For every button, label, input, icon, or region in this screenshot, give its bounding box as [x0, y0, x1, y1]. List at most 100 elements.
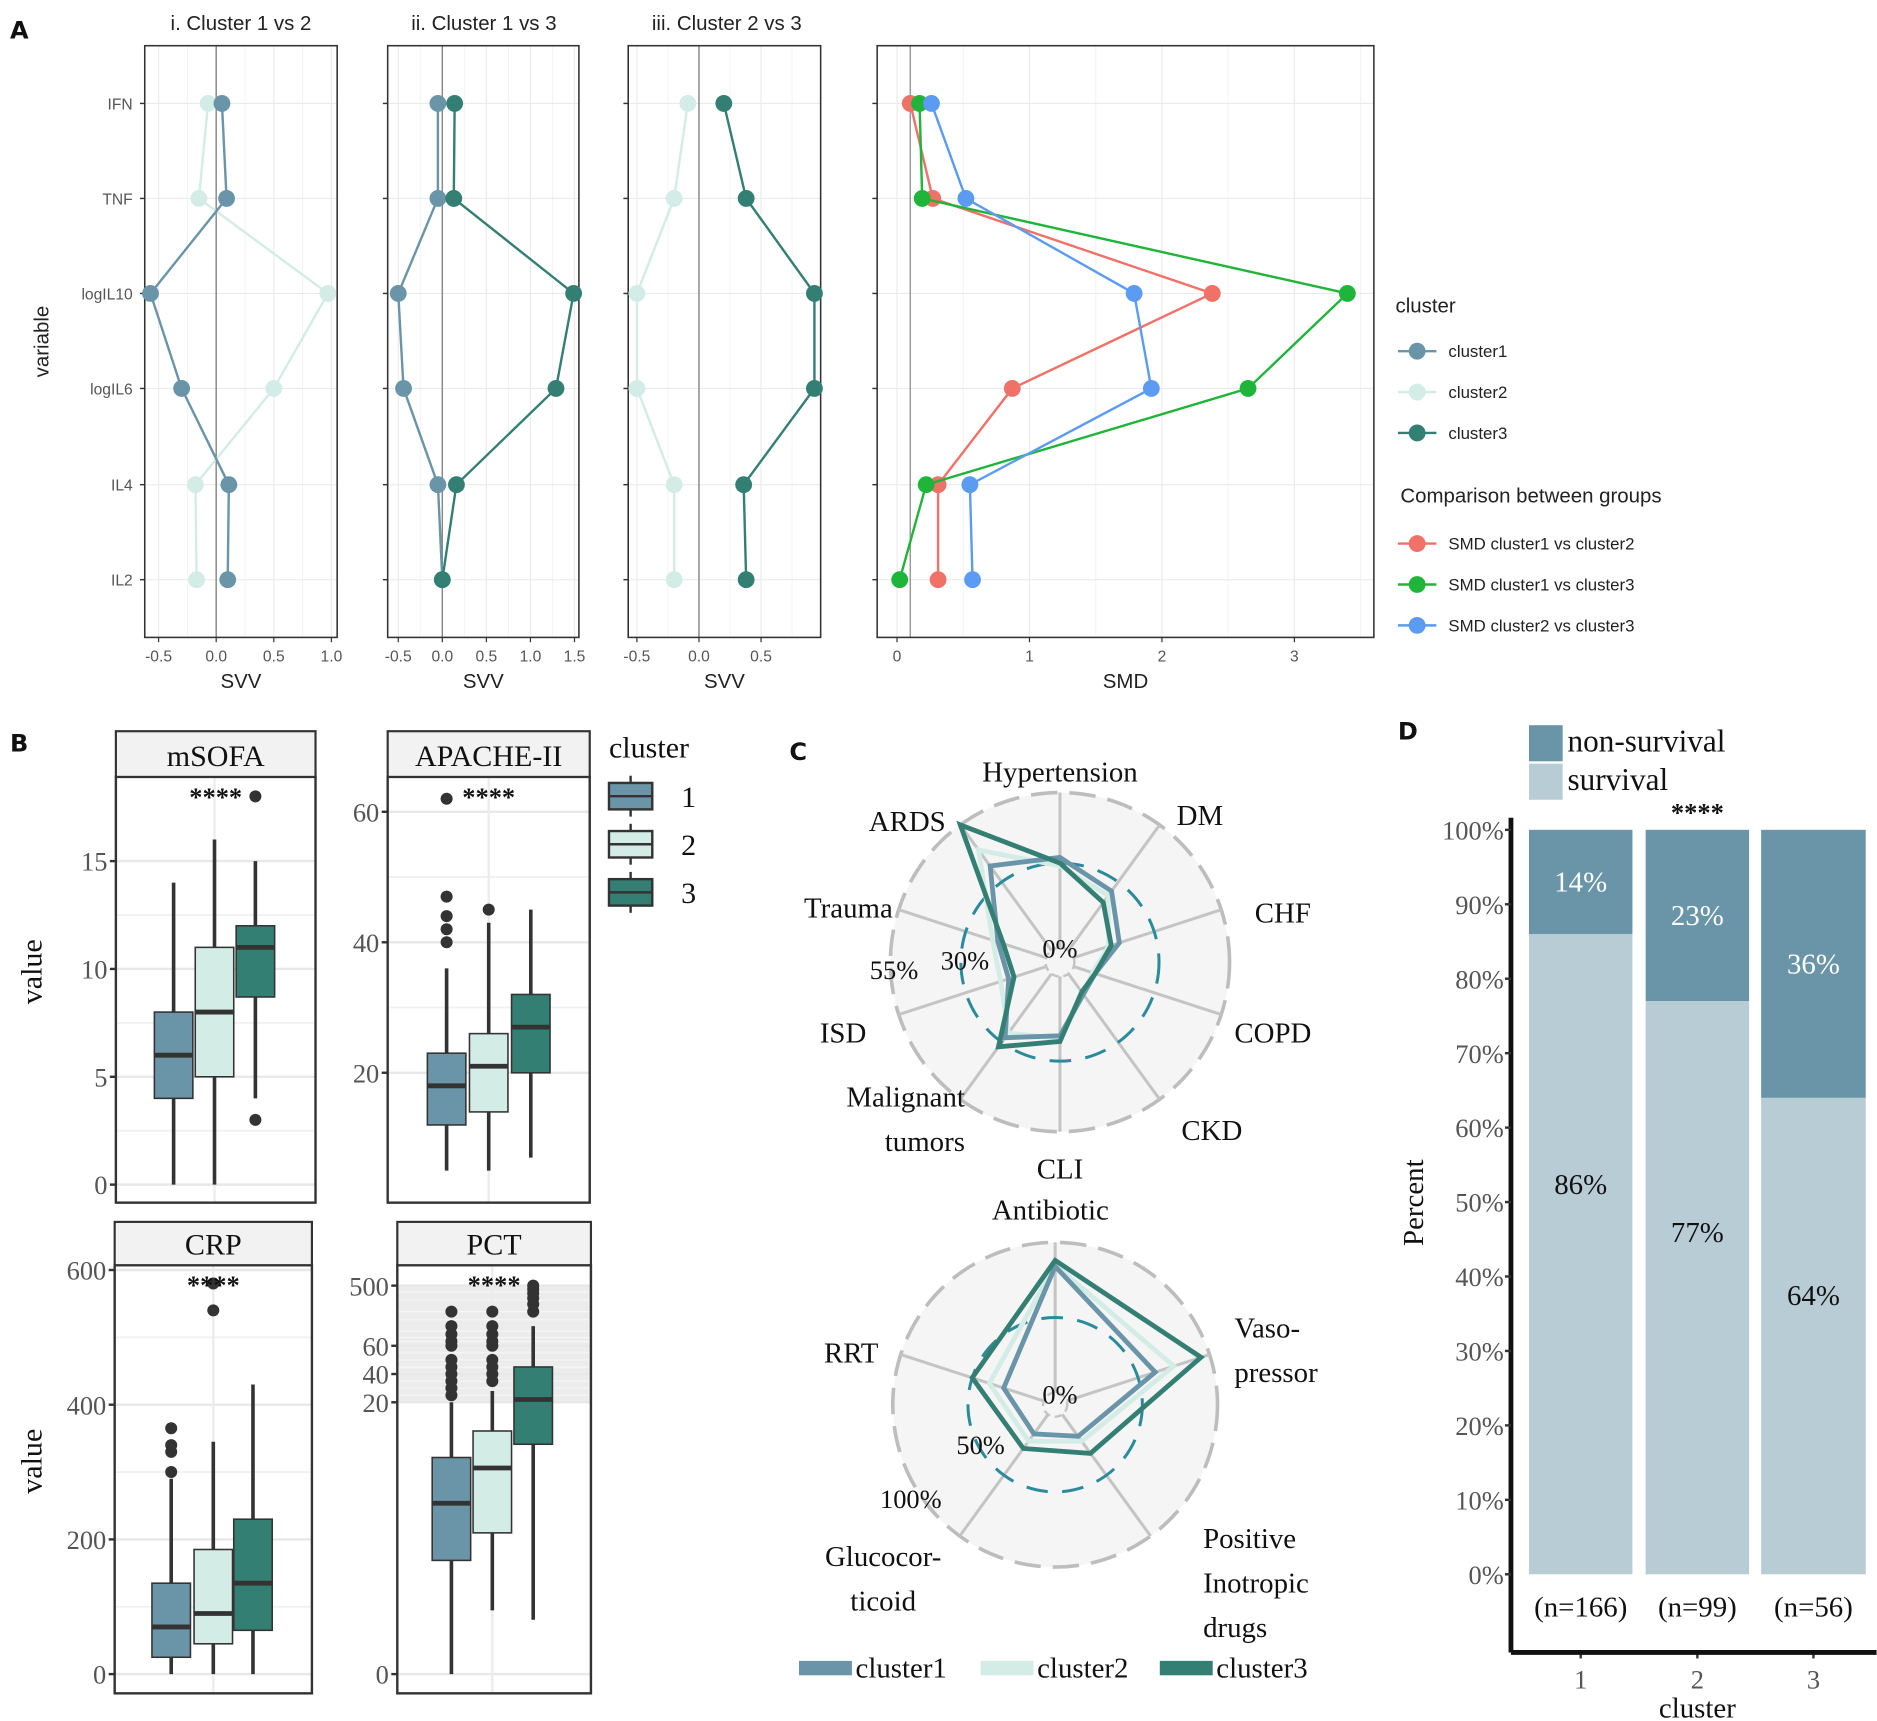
inner-ring [1041, 1391, 1069, 1418]
ring-label: 50% [956, 1430, 1004, 1460]
point-cluster1-logIL10 [142, 285, 159, 302]
point-cluster3-logIL10 [565, 285, 583, 302]
outlier-point [165, 1422, 178, 1435]
point-cluster3-IL2 [433, 571, 451, 589]
axis-spoke [1073, 965, 1222, 1016]
axis-spoke [959, 824, 1053, 952]
legend-label: SMD cluster2 vs cluster3 [1448, 616, 1634, 635]
legend-label: 1 [681, 780, 696, 814]
y-tick-label: 60 [362, 1331, 388, 1361]
point-cluster2-logIL6 [628, 380, 646, 397]
radar-comorbidities: Hypertension DM CHF COPD CKD CLI Malignant tumo… [804, 757, 1311, 1186]
box-iqr [193, 1548, 234, 1645]
axis-label: DM [1177, 800, 1224, 832]
x-axis-title: SVV [463, 670, 504, 693]
mid-ring [966, 1316, 1144, 1494]
ring-label: 30% [941, 945, 989, 975]
y-tick-label: logIL10 [81, 286, 133, 303]
point-cluster1-TNF [218, 190, 235, 207]
y-tick-label: 200 [67, 1525, 107, 1555]
x-tick-label: 3 [1807, 1665, 1820, 1695]
svv-panel-title: i. Cluster 1 vs 2 [171, 12, 312, 35]
plot-frame [386, 44, 580, 639]
legend-key-dot [1408, 616, 1426, 634]
radar-series-cluster3 [956, 820, 1114, 1050]
outlier-point [445, 1353, 458, 1366]
outlier-point [440, 792, 453, 805]
y-tick-label: 500 [349, 1271, 389, 1301]
point-cluster3-TNF [737, 190, 755, 207]
outlier-point [440, 890, 453, 903]
y-tick-label: 0 [376, 1660, 389, 1690]
axis-label: RRT [824, 1338, 879, 1370]
axis-label-line: Glucocor- [825, 1541, 941, 1573]
x-tick-label: 0.0 [431, 648, 453, 665]
outlier-point [482, 903, 495, 916]
plot-frame [876, 44, 1375, 639]
point-cluster2-IL4 [665, 476, 683, 494]
axis-label-line: ticoid [850, 1585, 916, 1617]
sample-size-label: (n=56) [1774, 1591, 1853, 1623]
y-tick-label: IL2 [111, 573, 133, 590]
y-axis-title: value [14, 1429, 48, 1494]
outlier-point [165, 1439, 178, 1452]
point-cluster3-TNF [445, 190, 463, 207]
box-cluster-3 [513, 1279, 554, 1620]
legend-key-dot [1408, 535, 1426, 553]
axis-spoke [898, 965, 1047, 1016]
sample-size-label: (n=99) [1658, 1591, 1737, 1623]
facet-strip [113, 1220, 313, 1267]
outlier-point [440, 923, 453, 936]
bar-survival [1645, 1001, 1750, 1575]
axis-label: ISD [820, 1018, 867, 1050]
smd-panel: 0 1 2 3 SMD [872, 44, 1375, 693]
point-cluster3-IFN [715, 95, 733, 112]
point-cluster1-TNF [429, 190, 447, 207]
panel-a: i. Cluster 1 vs 2 IFN TNF logIL10 logIL6 IL4 I… [31, 12, 1662, 693]
point-cluster3-IL4 [735, 476, 753, 494]
x-tick-label: 2 [1158, 648, 1167, 665]
box-iqr [510, 993, 551, 1074]
panel-d: 14%86%(n=166)123%77%(n=99)236%64%(n=56)3… [1398, 724, 1877, 1721]
box-iqr [472, 1430, 513, 1534]
facet-title: PCT [467, 1227, 522, 1261]
smd-point-logIL10 [1203, 285, 1221, 302]
axis-label: ARDS [869, 806, 946, 838]
svv-panel-2: ii. Cluster 1 vs 3 -0.5 0.0 0.5 1.0 1.5 SVV [382, 12, 586, 693]
y-axis-title: Percent [1398, 1159, 1430, 1246]
x-tick-label: 0.5 [263, 648, 285, 665]
point-cluster1-logIL6 [173, 380, 191, 397]
significance-label: **** [1671, 797, 1724, 827]
y-tick-label: 70% [1455, 1039, 1503, 1069]
point-cluster2-IL2 [665, 571, 683, 589]
outlier-point [207, 1277, 220, 1290]
y-tick-label: 0 [93, 1660, 106, 1690]
point-cluster2-IL4 [187, 476, 204, 494]
axis-label-line: Positive [1203, 1523, 1296, 1555]
y-axis-title: variable [31, 306, 54, 378]
box-cluster-1 [426, 792, 467, 1171]
x-axis-title: SMD [1103, 670, 1148, 693]
point-cluster1-logIL6 [395, 380, 412, 397]
y-axis-title: value [14, 939, 48, 1004]
smd-point-TNF [957, 190, 975, 207]
x-tick-label: 1 [1574, 1665, 1587, 1695]
y-tick-label: 10 [81, 955, 107, 985]
outlier-point [440, 910, 453, 923]
facet-crp: CRP **** 0 200 400 600 [67, 1220, 314, 1695]
legend-label: cluster3 [1448, 424, 1507, 443]
smd-series-line [898, 103, 1350, 581]
box-iqr [468, 1032, 509, 1113]
y-tick-label: 5 [94, 1062, 107, 1092]
box-cluster-2 [468, 903, 509, 1171]
y-tick-label: logIL6 [90, 381, 133, 398]
y-tick-label: IFN [108, 96, 133, 113]
legend-label: cluster2 [1448, 383, 1507, 402]
plot-frame [143, 44, 338, 639]
legend-title-comparison: Comparison between groups [1400, 485, 1661, 508]
outer-ring [890, 1240, 1220, 1569]
outlier-point [527, 1279, 540, 1292]
radar-series-cluster2 [986, 1261, 1178, 1444]
